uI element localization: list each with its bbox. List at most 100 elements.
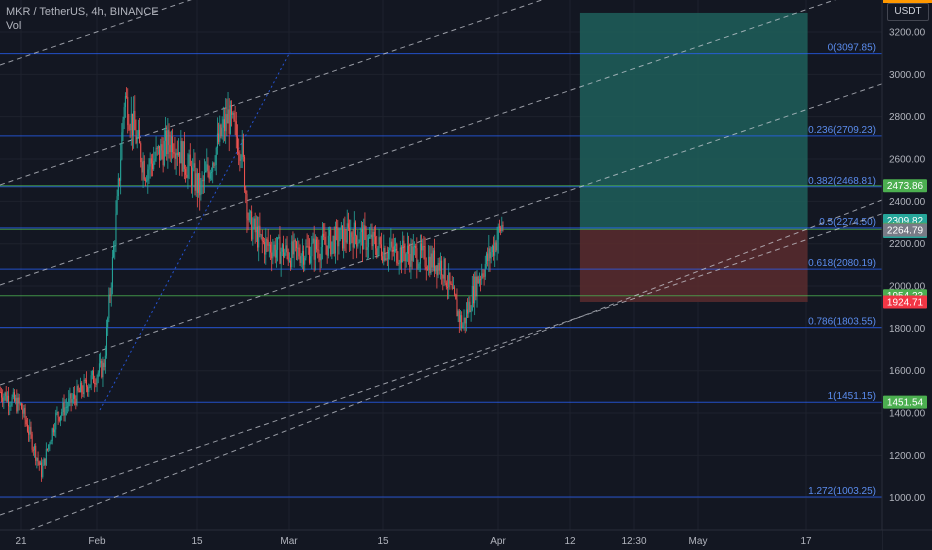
candle xyxy=(463,317,465,326)
candle xyxy=(109,294,111,296)
price-tick-label: 1600.00 xyxy=(889,366,926,377)
candle xyxy=(56,411,58,413)
candle xyxy=(338,240,340,247)
candle xyxy=(136,136,138,144)
candle xyxy=(50,441,52,445)
candle xyxy=(421,243,423,251)
candle xyxy=(101,360,103,378)
channel-line[interactable] xyxy=(0,0,882,286)
candle xyxy=(240,159,242,161)
price-tag[interactable] xyxy=(883,395,927,409)
profit-zone[interactable] xyxy=(579,12,808,230)
candle xyxy=(110,287,112,296)
time-tick-label: 15 xyxy=(191,536,203,547)
candle xyxy=(498,226,500,228)
candle xyxy=(167,129,169,155)
candle xyxy=(408,245,410,254)
candle xyxy=(143,160,145,180)
candle xyxy=(131,113,133,136)
candle xyxy=(67,406,69,408)
candle xyxy=(260,234,262,236)
candle xyxy=(192,167,194,186)
candle xyxy=(351,232,353,238)
candle xyxy=(206,164,208,171)
candle xyxy=(85,379,87,387)
fib-level-label: 1(1451.15) xyxy=(828,391,876,402)
time-axis[interactable] xyxy=(0,530,882,550)
candle xyxy=(106,327,107,356)
candle xyxy=(100,360,102,364)
candle xyxy=(78,390,80,393)
candle xyxy=(87,386,89,392)
candle xyxy=(95,383,97,385)
time-tick-label: 15 xyxy=(377,536,389,547)
candle xyxy=(311,242,313,257)
candle xyxy=(313,238,315,260)
price-tag[interactable] xyxy=(883,223,927,237)
candle xyxy=(458,311,460,322)
candle xyxy=(45,448,47,465)
candle xyxy=(233,113,235,120)
candle xyxy=(419,243,421,264)
channel-line[interactable] xyxy=(0,83,883,386)
candle xyxy=(294,239,296,242)
candle xyxy=(4,392,6,397)
candle xyxy=(182,141,184,172)
candle xyxy=(150,158,152,164)
candle xyxy=(185,169,187,175)
candle xyxy=(16,397,18,412)
candle xyxy=(401,247,402,263)
candle xyxy=(137,129,139,137)
candle xyxy=(253,218,255,227)
fib-level-label: 1.272(1003.25) xyxy=(808,486,876,497)
candle xyxy=(190,166,192,186)
price-tag[interactable] xyxy=(883,179,927,193)
candle xyxy=(24,407,26,420)
currency-selector[interactable]: USDT xyxy=(887,3,929,21)
price-axis[interactable] xyxy=(882,0,932,550)
candle xyxy=(327,235,329,256)
candle xyxy=(332,235,334,242)
candle xyxy=(228,109,230,134)
candle xyxy=(180,140,182,164)
candle xyxy=(11,397,13,406)
candle xyxy=(273,244,275,251)
candle xyxy=(342,225,343,249)
candle xyxy=(121,132,123,160)
candle xyxy=(199,173,201,196)
channel-line[interactable] xyxy=(0,0,882,186)
candle xyxy=(103,362,105,368)
candle xyxy=(22,409,24,414)
candle xyxy=(377,246,379,256)
candle xyxy=(304,257,306,265)
candle xyxy=(443,258,445,279)
symbol-title[interactable]: MKR / TetherUS, 4h, BINANCE xyxy=(6,6,159,18)
candle xyxy=(362,228,364,250)
candle xyxy=(242,139,244,157)
channel-line[interactable] xyxy=(0,0,882,66)
candle xyxy=(283,244,284,258)
candle xyxy=(497,226,499,240)
time-tick-label: May xyxy=(689,536,708,547)
candle xyxy=(183,141,185,170)
candle xyxy=(23,407,25,414)
fib-trend-line[interactable] xyxy=(99,51,291,411)
channel-line[interactable] xyxy=(0,213,883,516)
candle xyxy=(278,236,280,238)
candle xyxy=(10,405,12,407)
candle xyxy=(262,241,264,243)
loss-zone[interactable] xyxy=(579,229,808,302)
candle xyxy=(397,263,399,265)
candle xyxy=(172,136,174,153)
volume-indicator-label[interactable]: Vol xyxy=(6,20,22,32)
price-tag[interactable] xyxy=(883,295,927,309)
candle xyxy=(468,301,470,314)
candle xyxy=(266,239,268,241)
candle xyxy=(428,256,430,270)
channel-line[interactable] xyxy=(29,199,883,531)
candle xyxy=(324,236,326,245)
candle xyxy=(448,272,450,288)
candle xyxy=(114,245,116,247)
candle xyxy=(416,248,418,269)
